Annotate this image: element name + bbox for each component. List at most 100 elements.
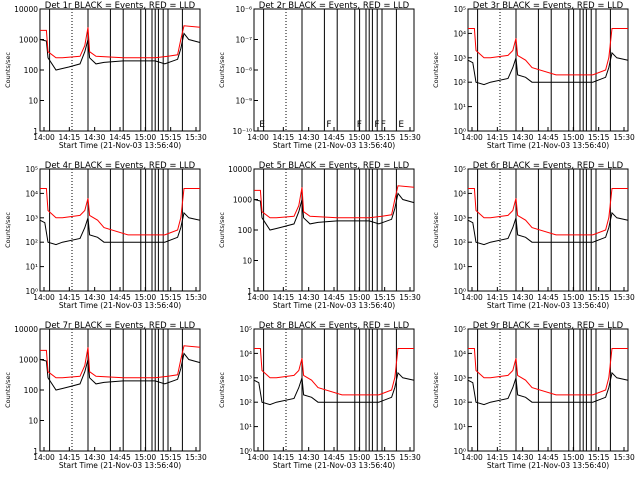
y-tick-label: 10⁰ — [453, 447, 466, 456]
y-tick-label: 10² — [453, 398, 466, 407]
chart-panel-6: Det 6r BLACK = Events, RED = LLD 10⁰ 10¹ 10… — [432, 161, 635, 310]
flag-marker: F — [374, 120, 379, 130]
x-axis-label: Start Time (21-Nov-03 13:56:40) — [273, 461, 395, 470]
x-tick-label: 14:45 — [109, 293, 131, 302]
y-tick-label: 10¹ — [453, 103, 466, 112]
y-tick-label: 10000 — [14, 5, 38, 14]
flag-marker: F — [357, 120, 362, 130]
y-tick-label: 100 — [238, 226, 253, 235]
y-tick-label: 10¹ — [25, 263, 38, 272]
y-tick-label: 10³ — [453, 54, 466, 63]
x-tick-label: 14:00 — [461, 453, 483, 462]
y-tick-label: 10⁰ — [25, 287, 38, 296]
series-lld-line — [40, 188, 200, 236]
x-tick-label: 15:30 — [613, 133, 635, 142]
x-axis-label: Start Time (21-Nov-03 13:56:40) — [487, 141, 609, 150]
y-tick-label: 10 — [28, 97, 38, 106]
series-events-line — [39, 352, 201, 391]
x-tick-label: 14:15 — [59, 133, 81, 142]
y-tick-label: 10⁻⁷ — [235, 36, 252, 45]
x-tick-label: 15:00 — [563, 293, 585, 302]
y-tick-label: 1000 — [19, 36, 38, 45]
y-axis-label: Counts/sec — [432, 52, 440, 88]
y-tick-label: 10⁴ — [453, 349, 466, 358]
y-tick-label: 10⁵ — [25, 165, 38, 174]
y-tick-label: 10⁰ — [453, 127, 466, 136]
x-tick-label: 14:15 — [273, 133, 295, 142]
x-axis-label: Start Time (21-Nov-03 13:56:40) — [487, 301, 609, 310]
plot-frame — [253, 328, 415, 452]
x-tick-label: 15:15 — [160, 133, 182, 142]
x-tick-label: 14:15 — [273, 293, 295, 302]
x-tick-label: 15:00 — [135, 453, 157, 462]
x-tick-label: 14:15 — [59, 293, 81, 302]
x-axis-label: Start Time (21-Nov-03 13:56:40) — [273, 301, 395, 310]
x-tick-label: 14:00 — [247, 293, 269, 302]
x-tick-label: 14:00 — [247, 453, 269, 462]
x-tick-label: 14:45 — [537, 293, 559, 302]
y-axis-label: Counts/sec — [4, 52, 12, 88]
x-tick-label: 15:00 — [563, 453, 585, 462]
flag-marker: F — [381, 120, 386, 130]
x-tick-label: 14:15 — [487, 453, 509, 462]
plot-frame — [39, 168, 201, 292]
x-axis-label: Start Time (21-Nov-03 13:56:40) — [59, 301, 181, 310]
y-tick-label: 10² — [239, 398, 252, 407]
y-axis-label: Counts/sec — [218, 212, 226, 248]
x-tick-label: 15:30 — [613, 453, 635, 462]
x-tick-label: 14:00 — [33, 453, 55, 462]
chart-title: Det 3r BLACK = Events, RED = LLD — [473, 1, 624, 11]
y-tick-label: 10⁵ — [453, 5, 466, 14]
chart-panel-3: Det 3r BLACK = Events, RED = LLD 10⁰ 10¹ 10… — [432, 1, 635, 150]
x-tick-label: 14:45 — [323, 453, 345, 462]
x-tick-label: 14:30 — [84, 453, 106, 462]
y-tick-label: 10⁵ — [453, 165, 466, 174]
x-tick-label: 15:30 — [185, 453, 207, 462]
y-axis-label: Counts/sec — [218, 52, 226, 88]
series-events-line — [253, 192, 415, 231]
y-tick-label: 10⁴ — [239, 349, 252, 358]
chart-title: Det 4r BLACK = Events, RED = LLD — [45, 161, 196, 171]
x-tick-label: 14:45 — [109, 133, 131, 142]
plot-frame — [467, 328, 629, 452]
y-tick-label: 10³ — [25, 214, 38, 223]
x-tick-label: 15:00 — [349, 453, 371, 462]
x-tick-label: 14:45 — [323, 293, 345, 302]
x-tick-label: 15:15 — [160, 293, 182, 302]
y-tick-label: 10² — [25, 238, 38, 247]
x-tick-label: 14:00 — [33, 133, 55, 142]
y-tick-label: 10⁻⁹ — [235, 97, 252, 106]
plot-frame — [253, 8, 415, 132]
x-tick-label: 15:15 — [374, 453, 396, 462]
y-tick-label: 10 — [242, 257, 252, 266]
series-events-line — [467, 51, 629, 86]
y-axis-label: Counts/sec — [432, 372, 440, 408]
x-tick-label: 14:45 — [537, 453, 559, 462]
x-tick-label: 14:30 — [84, 293, 106, 302]
x-tick-label: 14:30 — [84, 133, 106, 142]
series-lld-line — [254, 185, 415, 219]
x-tick-label: 14:45 — [537, 133, 559, 142]
x-tick-label: 15:15 — [160, 453, 182, 462]
chart-title: Det 8r BLACK = Events, RED = LLD — [259, 321, 410, 331]
chart-title: Det 2r BLACK = Events, RED = LLD — [259, 1, 410, 11]
x-tick-label: 14:45 — [109, 453, 131, 462]
x-tick-label: 14:30 — [298, 293, 320, 302]
x-tick-label: 15:15 — [374, 293, 396, 302]
y-tick-label: 10⁰ — [453, 287, 466, 296]
y-tick-label: 10 — [28, 417, 38, 426]
y-axis-label: Counts/sec — [4, 212, 12, 248]
x-tick-label: 15:15 — [588, 133, 610, 142]
y-tick-label: 10³ — [453, 374, 466, 383]
y-tick-label: 10² — [453, 78, 466, 87]
series-events-line — [39, 211, 201, 246]
series-lld-line — [40, 345, 201, 379]
chart-title: Det 6r BLACK = Events, RED = LLD — [473, 161, 624, 171]
chart-panel-9: Det 9r BLACK = Events, RED = LLD 10⁰ 10¹ 10… — [432, 321, 635, 470]
plot-frame — [467, 8, 629, 132]
x-tick-label: 14:15 — [59, 453, 81, 462]
chart-panel-7: Det 7r BLACK = Events, RED = LLD 1 10 100 10… — [4, 321, 207, 470]
x-tick-label: 15:30 — [185, 293, 207, 302]
